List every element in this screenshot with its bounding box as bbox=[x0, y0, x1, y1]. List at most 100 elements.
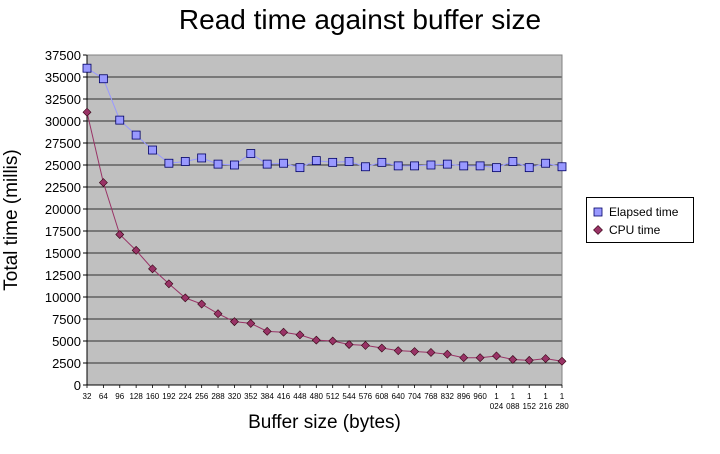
x-tick-label: 160 bbox=[146, 392, 160, 401]
y-tick-label: 30000 bbox=[45, 114, 81, 129]
legend-marker-cpu bbox=[593, 225, 603, 235]
point-cpu bbox=[98, 178, 108, 188]
point-elapsed bbox=[230, 160, 239, 170]
x-tick-label: 96 bbox=[115, 392, 124, 401]
point-elapsed bbox=[180, 157, 190, 166]
y-tick-label: 7500 bbox=[52, 312, 81, 327]
point-cpu bbox=[557, 356, 567, 366]
y-tick-label: 5000 bbox=[52, 334, 81, 349]
y-tick-label: 20000 bbox=[45, 202, 81, 217]
y-tick-label: 32500 bbox=[45, 92, 81, 107]
point-elapsed bbox=[246, 149, 256, 158]
legend-label-elapsed: Elapsed time bbox=[609, 205, 679, 219]
x-tick-label: 416 bbox=[277, 392, 291, 401]
point-cpu bbox=[311, 335, 321, 345]
point-elapsed bbox=[410, 161, 419, 171]
x-tick-label: 1 216 bbox=[539, 392, 553, 411]
point-elapsed bbox=[164, 158, 174, 168]
y-tick-label: 12500 bbox=[45, 268, 81, 283]
plot-background bbox=[87, 55, 562, 385]
point-elapsed bbox=[311, 156, 321, 166]
y-tick-label: 25000 bbox=[45, 158, 81, 173]
x-tick-label: 832 bbox=[441, 392, 455, 401]
x-tick-label: 448 bbox=[293, 392, 307, 401]
point-elapsed bbox=[393, 161, 403, 171]
y-tick-label: 10000 bbox=[45, 290, 81, 305]
x-tick-label: 544 bbox=[342, 392, 356, 401]
point-elapsed bbox=[557, 162, 567, 172]
x-axis-label: Buffer size (bytes) bbox=[248, 412, 401, 433]
point-cpu bbox=[197, 299, 207, 309]
x-tick-label: 1 088 bbox=[506, 392, 520, 411]
x-tick-label: 480 bbox=[310, 392, 324, 401]
point-cpu bbox=[361, 340, 370, 350]
point-cpu bbox=[541, 354, 551, 364]
chart-title: Read time against buffer size bbox=[178, 4, 542, 35]
point-cpu bbox=[246, 318, 256, 328]
y-tick-label: 27500 bbox=[45, 136, 81, 151]
point-cpu bbox=[262, 326, 272, 336]
y-tick-label: 15000 bbox=[45, 246, 81, 261]
x-tick-label: 288 bbox=[211, 392, 225, 401]
point-elapsed bbox=[541, 158, 551, 168]
point-elapsed bbox=[377, 157, 387, 167]
point-cpu bbox=[426, 348, 436, 357]
point-cpu bbox=[295, 330, 305, 340]
y-tick-label: 37500 bbox=[45, 48, 81, 63]
x-tick-label: 128 bbox=[129, 392, 143, 401]
point-elapsed bbox=[524, 163, 534, 173]
x-tick-label: 896 bbox=[457, 392, 471, 401]
point-cpu bbox=[377, 343, 387, 353]
x-tick-label: 640 bbox=[392, 392, 406, 401]
x-tick-label: 704 bbox=[408, 392, 422, 401]
x-tick-label: 192 bbox=[162, 392, 176, 401]
point-elapsed bbox=[344, 157, 354, 166]
point-elapsed bbox=[98, 74, 108, 84]
point-cpu bbox=[213, 309, 223, 319]
point-cpu bbox=[459, 353, 469, 363]
x-tick-label: 256 bbox=[195, 392, 209, 401]
point-elapsed bbox=[262, 159, 272, 169]
point-cpu bbox=[115, 230, 125, 239]
point-cpu bbox=[524, 355, 534, 365]
point-cpu bbox=[393, 346, 403, 356]
x-tick-label: 960 bbox=[473, 392, 487, 401]
y-tick-label: 17500 bbox=[45, 224, 81, 239]
point-elapsed bbox=[213, 159, 223, 169]
legend: Elapsed time CPU time bbox=[586, 197, 694, 243]
point-elapsed bbox=[279, 158, 288, 168]
point-cpu bbox=[328, 336, 338, 346]
point-cpu bbox=[180, 293, 190, 303]
y-tick-label: 2500 bbox=[52, 356, 81, 371]
x-tick-label: 1 024 bbox=[490, 392, 504, 411]
point-elapsed bbox=[459, 161, 469, 171]
x-tick-label: 1 280 bbox=[555, 392, 569, 411]
point-elapsed bbox=[508, 157, 518, 166]
point-elapsed bbox=[328, 157, 338, 167]
point-elapsed bbox=[475, 161, 485, 171]
x-tick-label: 64 bbox=[99, 392, 108, 401]
point-elapsed bbox=[197, 153, 207, 163]
x-tick-label: 768 bbox=[424, 392, 438, 401]
point-elapsed bbox=[131, 130, 141, 140]
y-tick-label: 35000 bbox=[45, 70, 81, 85]
point-elapsed bbox=[82, 63, 92, 73]
y-tick-label: 0 bbox=[74, 378, 81, 393]
point-cpu bbox=[492, 351, 501, 361]
x-tick-label: 576 bbox=[359, 392, 373, 401]
point-elapsed bbox=[148, 145, 157, 155]
point-cpu bbox=[508, 355, 518, 364]
point-elapsed bbox=[492, 163, 501, 173]
legend-marker-elapsed bbox=[593, 207, 603, 217]
x-tick-label: 512 bbox=[326, 392, 340, 401]
point-cpu bbox=[131, 245, 141, 255]
y-tick-label: 22500 bbox=[45, 180, 81, 195]
x-tick-label: 224 bbox=[179, 392, 193, 401]
point-cpu bbox=[344, 340, 354, 349]
point-elapsed bbox=[442, 159, 452, 169]
legend-label-cpu: CPU time bbox=[609, 223, 661, 237]
point-cpu bbox=[410, 347, 420, 356]
point-elapsed bbox=[426, 160, 436, 170]
point-cpu bbox=[82, 107, 92, 117]
